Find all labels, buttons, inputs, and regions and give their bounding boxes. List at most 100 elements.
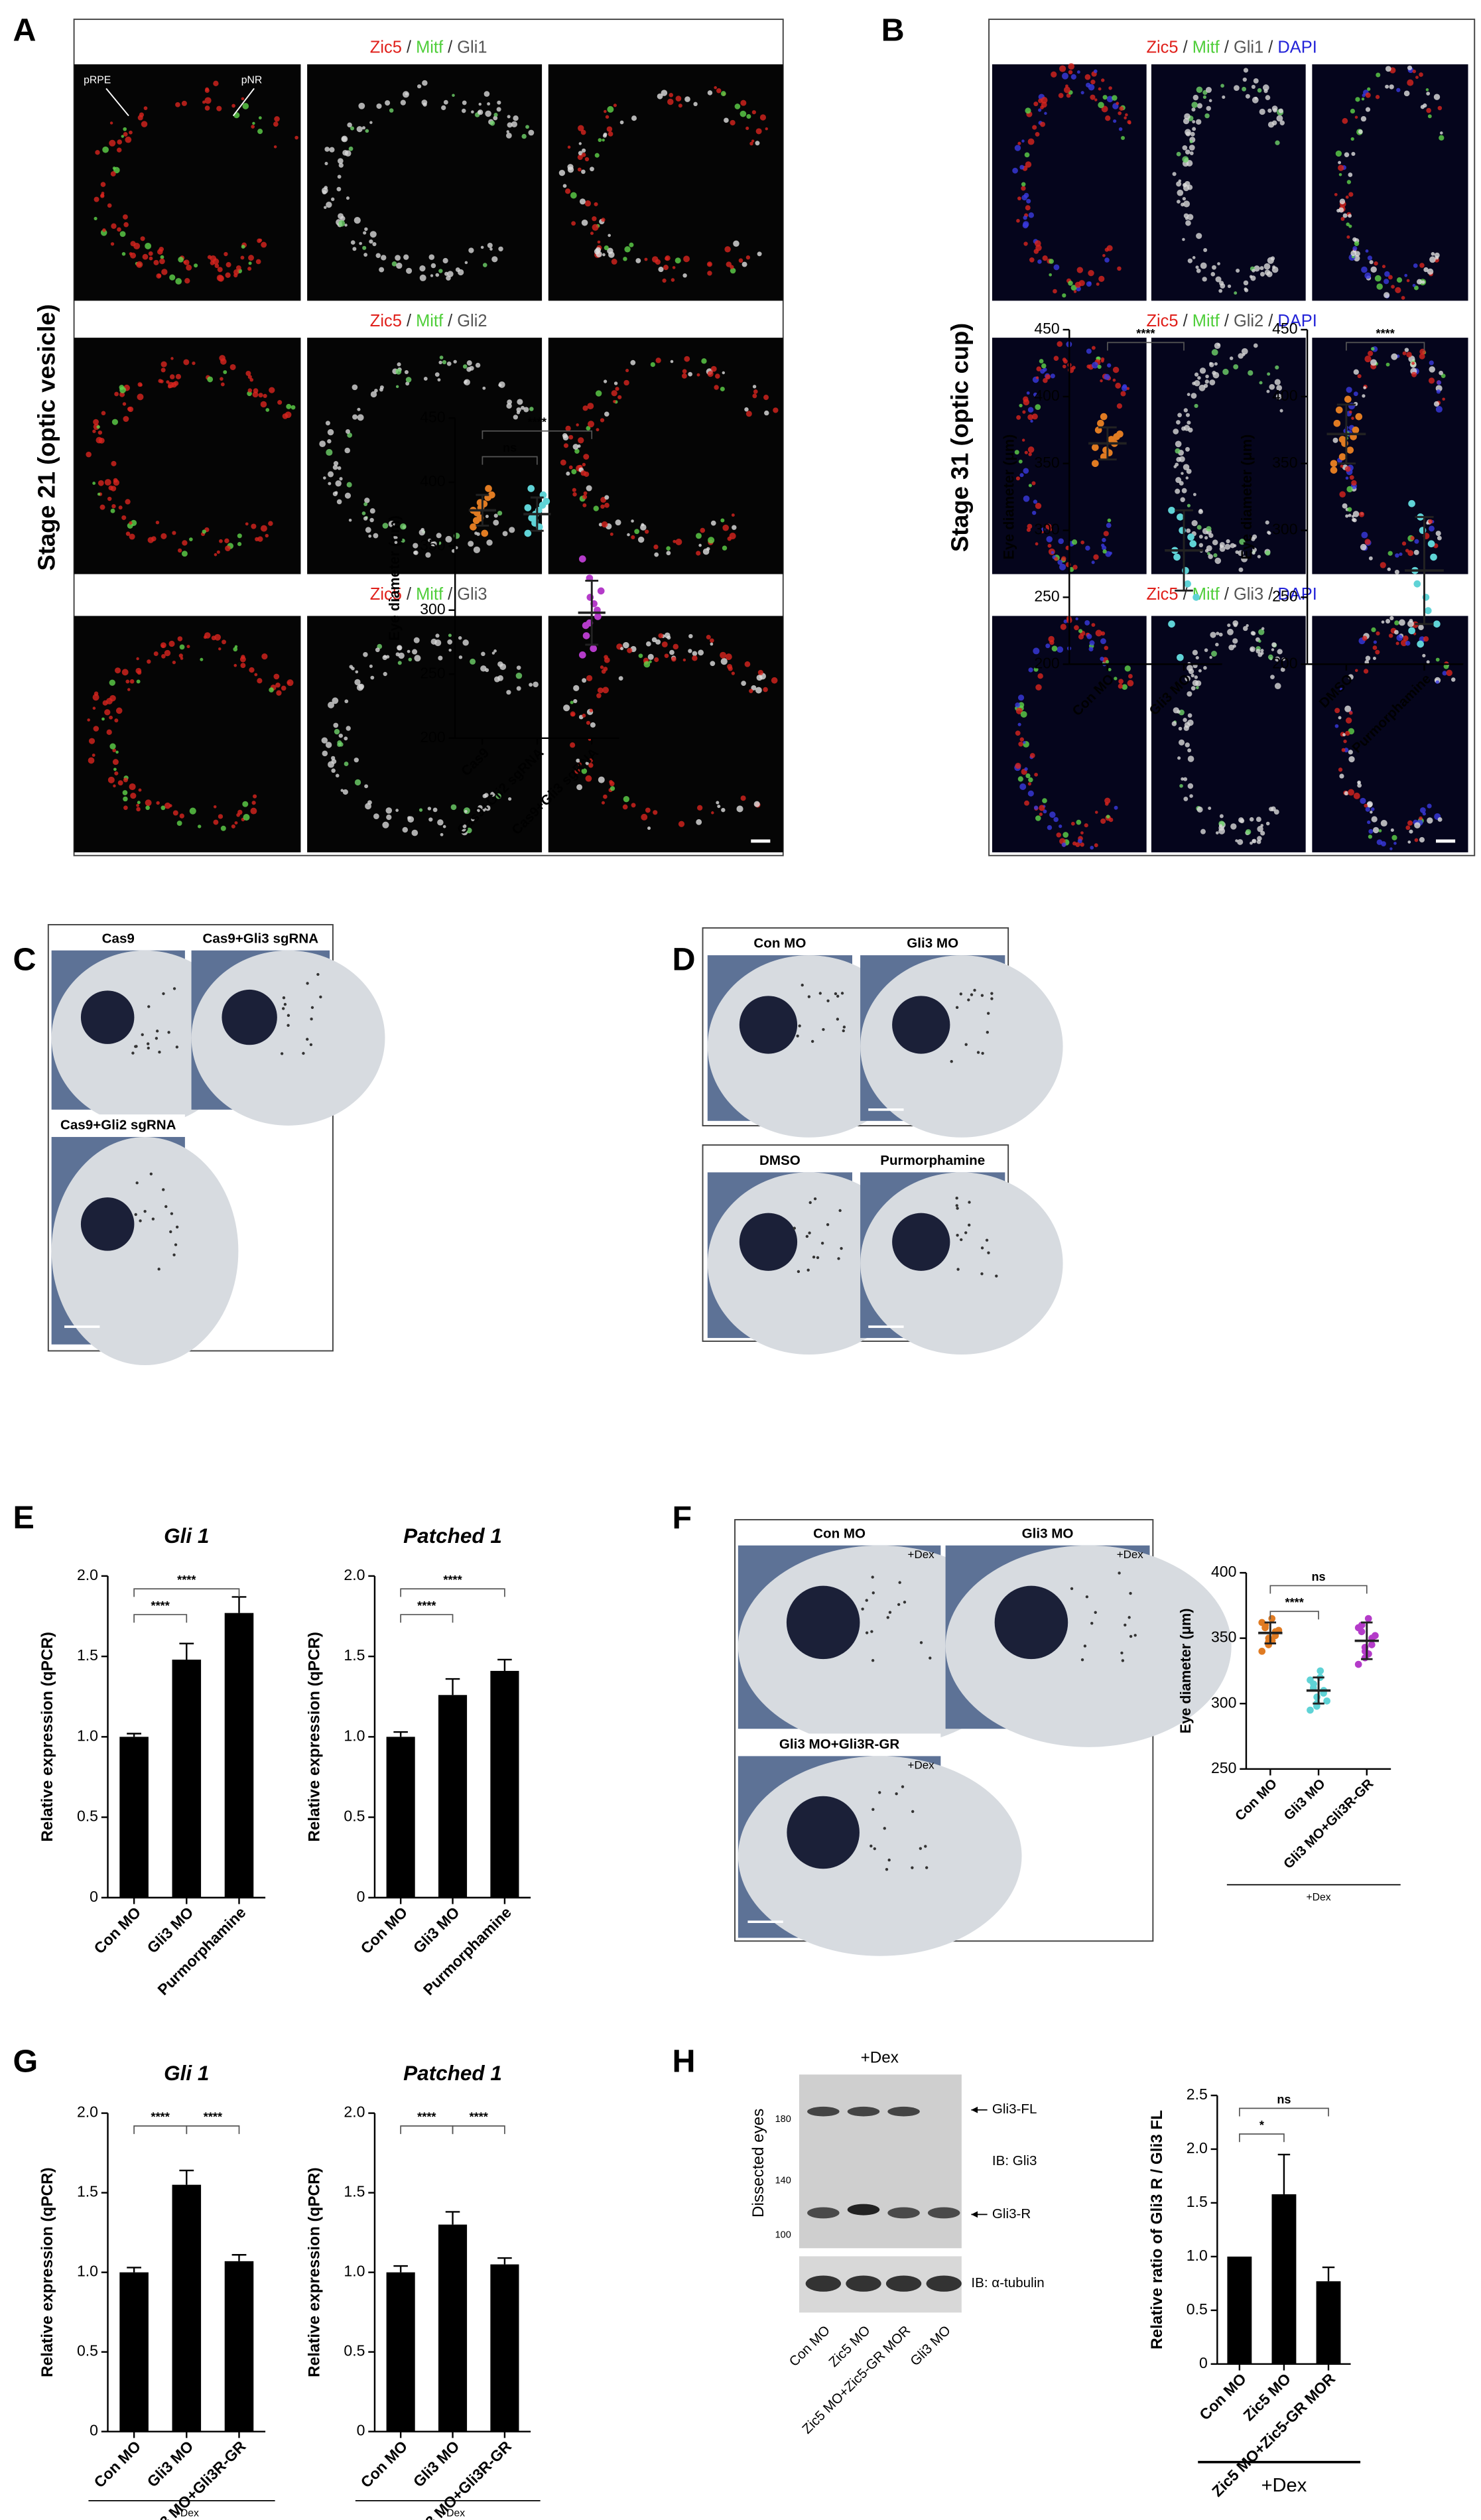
- signal-dot: [1049, 259, 1054, 264]
- signal-dot: [507, 399, 512, 405]
- signal-dot: [1181, 472, 1184, 475]
- signal-dot: [1278, 108, 1283, 113]
- y-tick-label: 250: [1211, 1759, 1236, 1776]
- signal-dot: [1023, 396, 1029, 402]
- pigment: [955, 1006, 959, 1010]
- signal-dot: [257, 678, 263, 684]
- signal-dot: [1373, 640, 1378, 644]
- signal-dot: [1238, 567, 1244, 572]
- signal-dot: [1358, 129, 1363, 134]
- pigment: [1094, 1611, 1097, 1614]
- signal-dot: [263, 393, 267, 398]
- signal-dot: [1368, 829, 1374, 834]
- separator: /: [402, 312, 416, 330]
- signal-dot: [1419, 807, 1426, 813]
- signal-dot: [109, 715, 113, 720]
- micrograph: [74, 338, 301, 574]
- signal-dot: [1030, 419, 1033, 423]
- signal-dot: [581, 768, 588, 774]
- signal-dot: [1118, 127, 1123, 131]
- signal-dot: [692, 655, 698, 661]
- panel-label: E: [13, 1500, 34, 1536]
- x-tick-label: Gli3 MO: [410, 2438, 463, 2491]
- signal-dot: [1181, 426, 1186, 431]
- signal-dot: [627, 647, 633, 653]
- signal-dot: [1410, 536, 1415, 541]
- signal-dot: [755, 141, 760, 146]
- signal-dot: [675, 96, 682, 101]
- signal-dot: [1101, 543, 1105, 547]
- signal-dot: [158, 379, 162, 383]
- signal-dot: [1085, 82, 1091, 88]
- signal-dot: [1361, 531, 1368, 539]
- signal-dot: [1332, 437, 1338, 443]
- signal-dot: [337, 158, 344, 165]
- signal-dot: [1209, 362, 1214, 367]
- signal-dot: [736, 805, 743, 813]
- signal-dot: [1176, 151, 1181, 157]
- signal-dot: [578, 142, 582, 145]
- pigment: [816, 1256, 820, 1260]
- signal-dot: [1035, 815, 1041, 821]
- signal-dot: [441, 105, 446, 111]
- signal-dot: [179, 813, 184, 819]
- signal-dot: [344, 492, 352, 499]
- signal-dot: [1344, 152, 1350, 157]
- signal-dot: [1035, 376, 1039, 379]
- signal-dot: [241, 244, 245, 249]
- signal-dot: [113, 784, 116, 788]
- signal-dot: [277, 400, 283, 405]
- signal-dot: [1251, 84, 1256, 89]
- pigment: [883, 1827, 886, 1830]
- signal-dot: [1335, 150, 1342, 157]
- data-point: [1330, 460, 1338, 468]
- signal-dot: [730, 119, 736, 126]
- signal-dot: [603, 379, 608, 383]
- signal-dot: [716, 88, 722, 94]
- signal-dot: [756, 675, 763, 681]
- signal-dot: [114, 391, 119, 397]
- signal-dot: [586, 675, 593, 681]
- signal-dot: [663, 265, 669, 271]
- signal-dot: [506, 130, 509, 133]
- signal-dot: [1074, 281, 1082, 289]
- signal-dot: [1025, 107, 1031, 114]
- signal-dot: [1041, 527, 1046, 532]
- data-point: [1168, 506, 1175, 514]
- signal-dot: [1352, 518, 1357, 523]
- x-tick-label: Gli3 MO: [144, 2438, 197, 2491]
- signal-dot: [1076, 267, 1083, 273]
- signal-dot: [493, 115, 498, 121]
- signal-dot: [1348, 756, 1355, 763]
- signal-dot: [261, 653, 268, 660]
- signal-dot: [1374, 275, 1382, 282]
- data-point: [1097, 419, 1104, 427]
- signal-dot: [1267, 108, 1272, 113]
- signal-dot: [285, 411, 292, 419]
- signal-dot: [333, 722, 339, 728]
- blot: [799, 2074, 962, 2249]
- signal-dot: [346, 726, 351, 731]
- signal-dot: [724, 117, 729, 123]
- pigment: [911, 1810, 915, 1814]
- signal-dot: [1429, 360, 1434, 365]
- significance-bracket: [133, 1614, 188, 1623]
- signal-dot: [461, 108, 466, 113]
- signal-dot: [220, 825, 226, 831]
- signal-dot: [1413, 285, 1419, 291]
- signal-dot: [1042, 798, 1047, 803]
- signal-dot: [408, 657, 413, 662]
- signal-dot: [714, 86, 717, 90]
- significance-bracket: [482, 456, 538, 465]
- signal-dot: [601, 801, 605, 805]
- signal-dot: [1175, 477, 1182, 484]
- signal-dot: [123, 127, 127, 131]
- signal-dot: [720, 651, 727, 659]
- signal-dot: [698, 543, 702, 547]
- signal-dot: [727, 663, 732, 669]
- signal-dot: [1098, 87, 1102, 91]
- signal-dot: [585, 762, 589, 765]
- signal-dot: [1040, 369, 1045, 374]
- signal-dot: [1257, 88, 1262, 93]
- signal-dot: [355, 670, 359, 674]
